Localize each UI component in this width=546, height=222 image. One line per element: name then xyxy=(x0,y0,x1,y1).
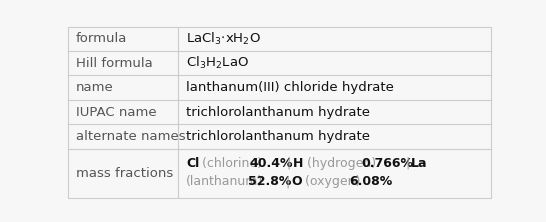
Text: 0.766%: 0.766% xyxy=(361,157,413,170)
Text: Hill formula: Hill formula xyxy=(76,57,153,70)
Text: (chlorine): (chlorine) xyxy=(198,157,262,170)
Text: trichlorolanthanum hydrate: trichlorolanthanum hydrate xyxy=(186,106,370,119)
Text: (hydrogen): (hydrogen) xyxy=(302,157,376,170)
Text: 40.4%: 40.4% xyxy=(250,157,293,170)
Text: (lanthanum): (lanthanum) xyxy=(186,175,263,188)
Text: lanthanum(III) chloride hydrate: lanthanum(III) chloride hydrate xyxy=(186,81,394,94)
Text: La: La xyxy=(411,157,428,170)
Text: 6.08%: 6.08% xyxy=(349,175,393,188)
Text: alternate names: alternate names xyxy=(76,130,186,143)
Text: mass fractions: mass fractions xyxy=(76,167,173,180)
Text: |: | xyxy=(405,157,409,170)
Text: (oxygen): (oxygen) xyxy=(301,175,360,188)
Text: O: O xyxy=(292,175,302,188)
Text: |: | xyxy=(287,157,291,170)
Text: Cl: Cl xyxy=(186,157,199,170)
Text: |: | xyxy=(285,175,289,188)
Text: IUPAC name: IUPAC name xyxy=(76,106,157,119)
Text: trichlorolanthanum hydrate: trichlorolanthanum hydrate xyxy=(186,130,370,143)
Text: H: H xyxy=(293,157,304,170)
Text: 52.8%: 52.8% xyxy=(248,175,292,188)
Text: name: name xyxy=(76,81,114,94)
Text: formula: formula xyxy=(76,32,127,45)
Text: $\mathsf{LaCl_3{\cdot}xH_2O}$: $\mathsf{LaCl_3{\cdot}xH_2O}$ xyxy=(186,31,261,47)
Text: $\mathsf{Cl_3H_2LaO}$: $\mathsf{Cl_3H_2LaO}$ xyxy=(186,55,249,71)
